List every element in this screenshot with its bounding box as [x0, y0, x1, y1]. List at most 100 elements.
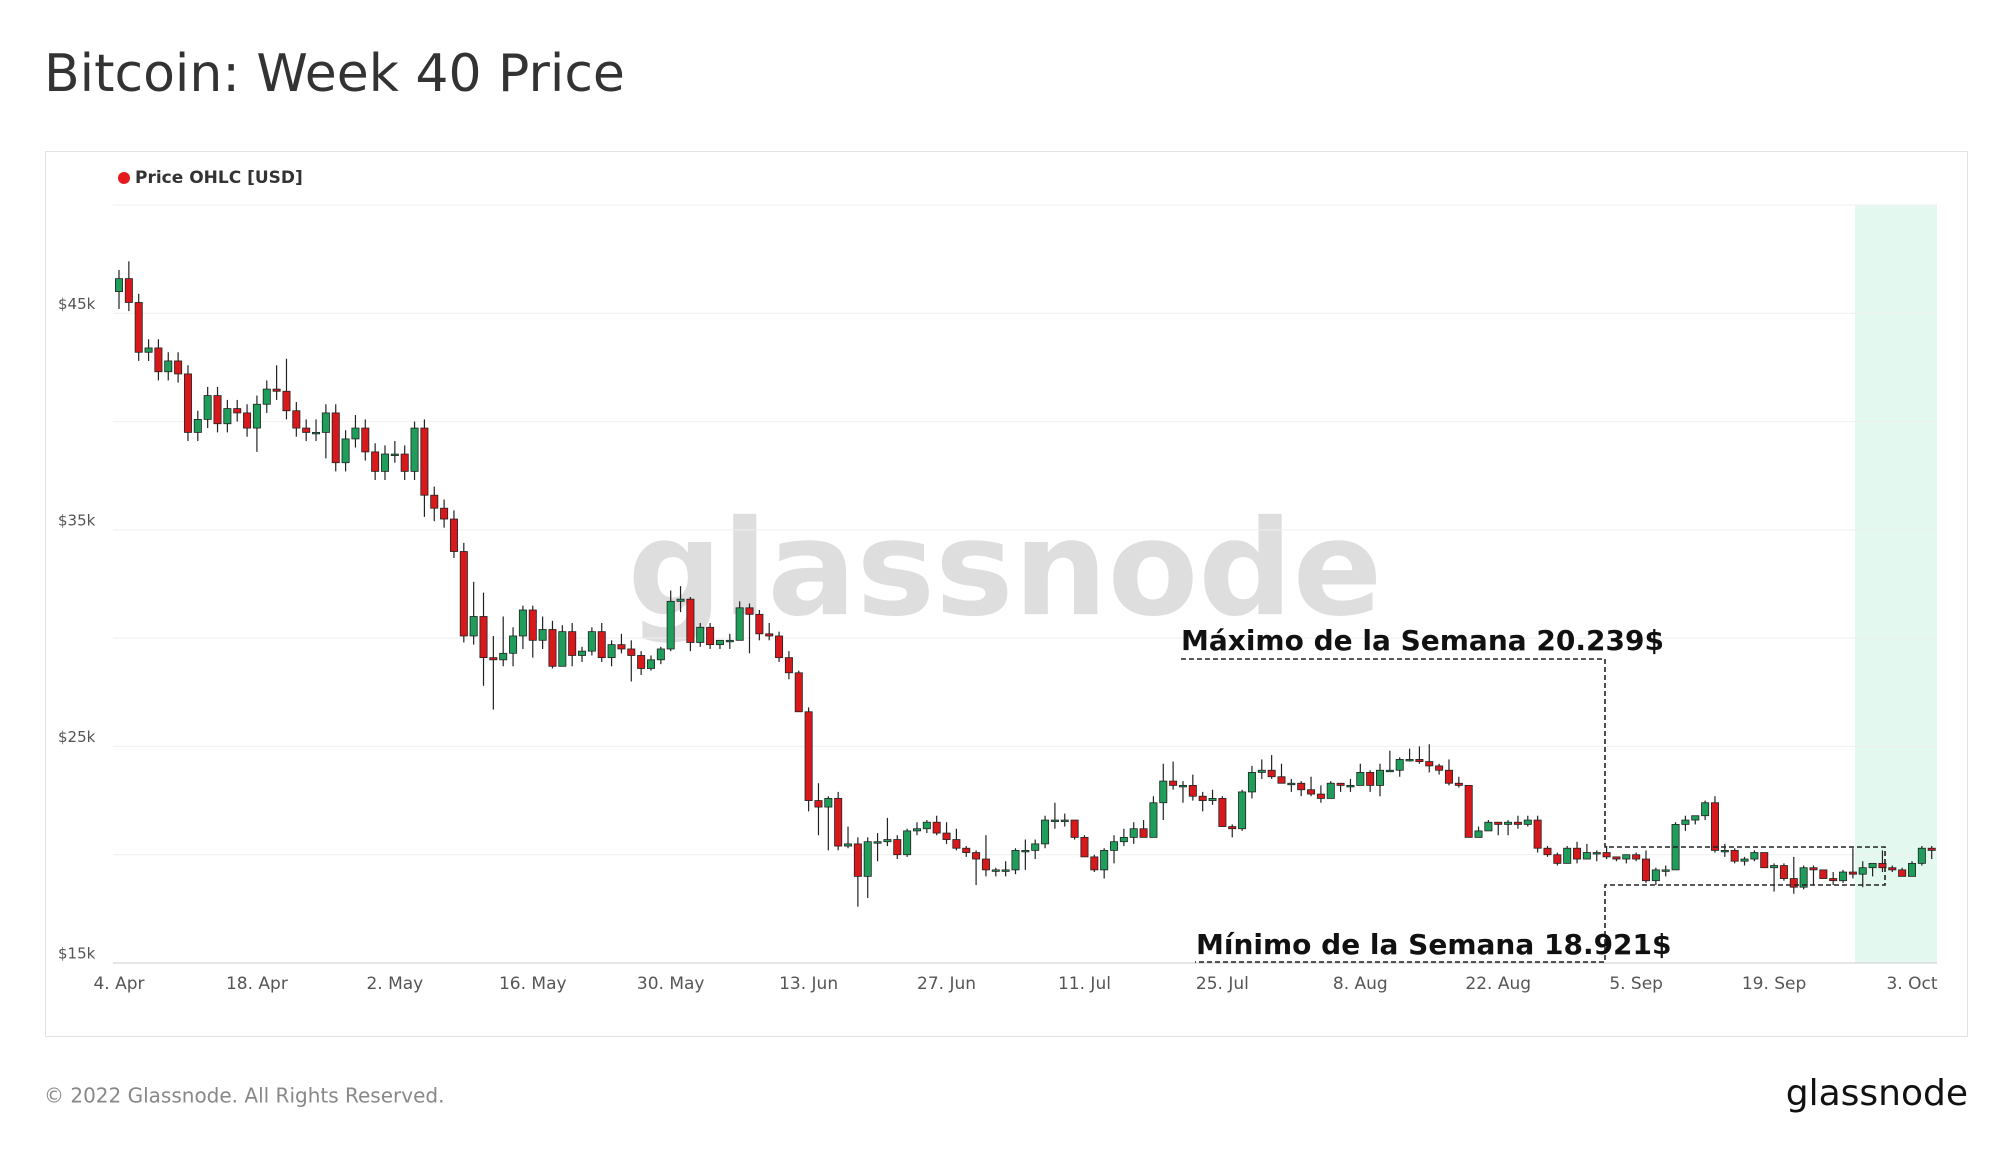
candle-body — [1100, 849, 1109, 871]
candle-body — [1050, 819, 1059, 822]
candle-body — [715, 639, 724, 646]
candle-body — [1346, 785, 1355, 788]
candle-body — [1060, 819, 1069, 822]
candle-body — [1218, 798, 1227, 827]
annotation-lines — [1181, 658, 1886, 963]
candle-body — [1710, 802, 1719, 851]
candle-body — [1169, 780, 1178, 786]
candle-body — [1070, 819, 1079, 838]
candle-body — [1110, 841, 1119, 851]
candle-body — [1563, 847, 1572, 864]
candle-body — [814, 800, 823, 808]
candle-body — [587, 631, 596, 652]
candle-body — [893, 839, 902, 856]
candle-body — [1878, 862, 1887, 869]
candle-body — [193, 419, 202, 433]
candle-body — [331, 412, 340, 464]
candle-body — [1543, 847, 1552, 856]
candle-body — [617, 644, 626, 650]
candle-body — [952, 839, 961, 849]
grid: $15k $25k $35k $45k 4. Apr 18. Apr 2. May 16. M… — [58, 204, 1938, 994]
candle-body — [1277, 776, 1286, 784]
candles — [115, 261, 1936, 907]
candle-body — [213, 395, 222, 425]
candle-body — [174, 360, 183, 375]
candle-body — [203, 395, 212, 420]
x-tick-label: 11. Jul — [1058, 974, 1111, 994]
candle-body — [459, 551, 468, 637]
candle-body — [144, 347, 153, 353]
candle-body — [1730, 849, 1739, 862]
candle-body — [1533, 819, 1542, 849]
candle-body — [1632, 854, 1641, 860]
candle-body — [1553, 854, 1562, 864]
legend-label: Price OHLC [USD] — [135, 168, 303, 188]
candle-body — [922, 821, 931, 830]
candle-body — [1001, 869, 1010, 872]
candle-body — [1602, 852, 1611, 858]
candle-body — [873, 841, 882, 844]
candle-body — [341, 438, 350, 464]
candle-body — [499, 652, 508, 661]
candle-body — [1080, 836, 1089, 858]
candle-body — [1208, 798, 1217, 801]
candle-body — [1829, 878, 1838, 882]
candle-body — [1376, 769, 1385, 786]
candle-body — [1927, 847, 1936, 851]
candle-body — [942, 832, 951, 840]
candle-body — [1326, 782, 1335, 799]
x-tick-label: 4. Apr — [93, 974, 144, 994]
candle-body — [568, 631, 577, 656]
candle-body — [903, 830, 912, 856]
candle-body — [775, 635, 784, 659]
x-tick-label: 25. Jul — [1196, 974, 1249, 994]
candle-body — [1681, 819, 1690, 825]
candle-body — [863, 841, 872, 877]
candle-body — [1582, 852, 1591, 860]
x-tick-label: 13. Jun — [779, 974, 838, 994]
candle-body — [440, 507, 449, 520]
candle-body — [1267, 769, 1276, 778]
legend-marker — [118, 172, 130, 184]
candle-body — [1809, 867, 1818, 871]
candle-body — [912, 828, 921, 832]
candle-body — [1247, 772, 1256, 793]
candle-body — [1149, 802, 1158, 838]
candle-body — [1464, 785, 1473, 838]
candle-body — [115, 278, 124, 293]
candle-body — [400, 453, 409, 472]
candle-body — [637, 655, 646, 669]
candle-body — [1405, 759, 1414, 762]
candle-body — [1444, 769, 1453, 784]
candle-body — [1257, 769, 1266, 773]
candle-body — [233, 408, 242, 414]
candle-body — [1129, 828, 1138, 838]
candle-body — [164, 360, 173, 373]
candle-body — [755, 613, 764, 635]
candle-body — [321, 412, 330, 433]
candle-body — [765, 633, 774, 637]
candle-body — [1720, 849, 1729, 853]
candle-body — [1425, 761, 1434, 767]
candle-body — [844, 843, 853, 847]
candle-body — [1760, 852, 1769, 869]
candle-body — [1799, 867, 1808, 888]
candle-body — [1021, 849, 1030, 853]
candle-body — [834, 798, 843, 847]
candle-body — [1494, 821, 1503, 825]
candle-body — [666, 600, 675, 650]
candle-body — [1119, 836, 1128, 843]
copyright: © 2022 Glassnode. All Rights Reserved. — [44, 1084, 444, 1108]
watermark: glassnode — [628, 492, 1383, 646]
candle-body — [449, 518, 458, 552]
annotation-min: Mínimo de la Semana 18.921$ — [1196, 928, 1672, 961]
candle-body — [1090, 856, 1099, 871]
candle-body — [696, 626, 705, 643]
candle-body — [1188, 785, 1197, 797]
candle-body — [1307, 789, 1316, 795]
candle-body — [745, 607, 754, 615]
candle-body — [243, 412, 252, 429]
candle-body — [479, 616, 488, 659]
candle-body — [824, 798, 833, 808]
